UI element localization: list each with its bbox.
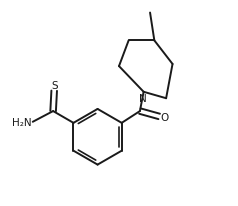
Text: S: S (51, 80, 58, 90)
Text: H₂N: H₂N (12, 117, 32, 127)
Text: O: O (160, 113, 169, 123)
Text: N: N (139, 93, 146, 103)
